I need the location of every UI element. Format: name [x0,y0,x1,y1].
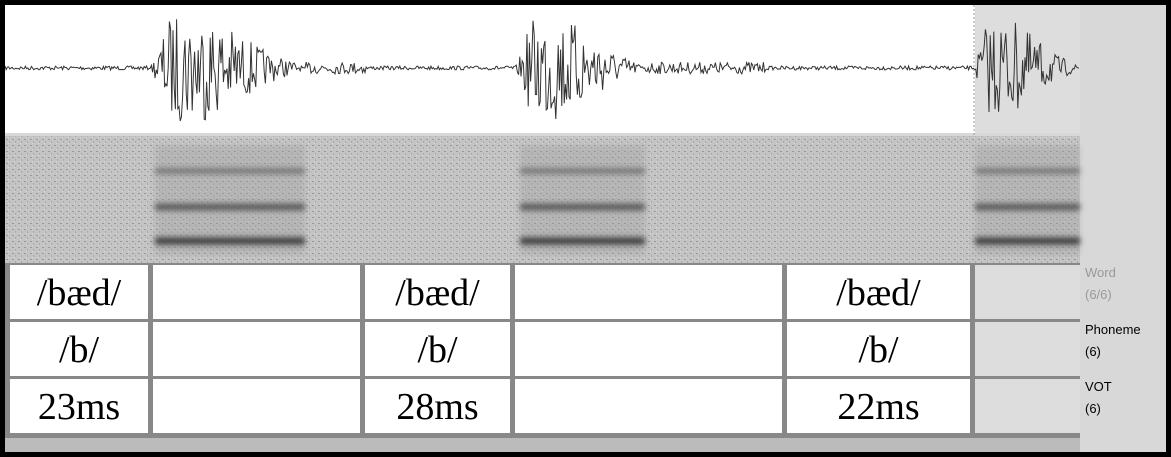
interval [515,265,782,319]
interval [515,379,782,433]
tiers: /bæd/ /bæd/ /bæd/Word (6/6) /b/ /b/ /b/Phoneme… [5,263,1141,438]
interval [975,322,1080,376]
tier-name: Word [1085,265,1116,280]
interval [975,379,1080,433]
editor-canvas: /bæd/ /bæd/ /bæd/Word (6/6) /b/ /b/ /b/Phoneme… [5,5,1166,452]
time-bar [5,438,1080,452]
tier-count: (6) [1085,344,1101,359]
interval [515,322,782,376]
interval-label: 22ms [837,386,919,428]
interval-label: /b/ [858,329,899,371]
tier-count: (6) [1085,401,1101,416]
interval-label: /bæd/ [836,272,921,314]
tier-count: (6/6) [1085,287,1112,302]
interval [153,322,360,376]
burst-energy [155,145,305,255]
burst-energy [520,145,645,255]
tier-name: VOT [1085,379,1112,394]
interval [153,379,360,433]
textgrid-editor: /bæd/ /bæd/ /bæd/Word (6/6) /b/ /b/ /b/Phoneme… [0,0,1171,457]
interval-label: /bæd/ [395,272,480,314]
interval [153,265,360,319]
tier-name: Phoneme [1085,322,1141,337]
interval-label: 28ms [396,386,478,428]
interval-label: /b/ [417,329,458,371]
interval-label: 23ms [38,386,120,428]
burst-energy [975,145,1080,255]
interval [975,265,1080,319]
interval-label: /b/ [59,329,100,371]
interval-label: /bæd/ [37,272,122,314]
selection-shade [975,5,1080,133]
